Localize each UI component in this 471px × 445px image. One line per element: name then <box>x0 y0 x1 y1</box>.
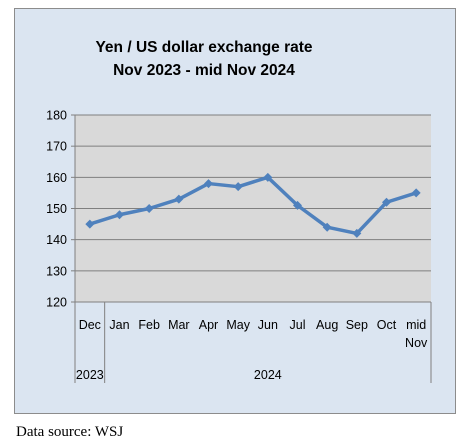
data-point-apr <box>204 179 213 189</box>
data-point-dec <box>85 219 95 229</box>
x-tick-label-may: May <box>226 318 250 332</box>
data-point-jun <box>263 172 273 182</box>
x-tick-label-mid-nov-1: mid <box>406 318 426 332</box>
data-point-jan <box>115 210 124 220</box>
x-tick-label-jul: Jul <box>290 318 306 332</box>
data-point-may <box>233 182 243 192</box>
x-tick-label-dec: Dec <box>79 318 101 332</box>
x-tick-label-mar: Mar <box>168 318 190 332</box>
y-tick-label-160: 160 <box>46 171 67 185</box>
x-tick-label-jun: Jun <box>258 318 278 332</box>
data-point-oct <box>382 197 391 207</box>
y-tick-label-130: 130 <box>46 264 67 278</box>
y-tick-label-170: 170 <box>46 140 67 154</box>
data-point-aug <box>322 222 332 232</box>
y-tick-label-140: 140 <box>46 233 67 247</box>
x-tick-label-feb: Feb <box>138 318 160 332</box>
x-tick-label-apr: Apr <box>199 318 218 332</box>
data-point-jul <box>293 200 302 210</box>
data-point-sep <box>352 228 362 238</box>
plot-area: 120 130 140 150 160 170 180 Dec Jan Feb Mar Apr May J… <box>46 109 432 383</box>
data-point-feb <box>144 204 154 213</box>
year-label-2024: 2024 <box>254 368 282 382</box>
y-tick-label-150: 150 <box>46 202 67 216</box>
x-tick-label-oct: Oct <box>377 318 397 332</box>
series-line <box>89 175 417 236</box>
chart-title-line-1: Yen / US dollar exchange rate <box>95 39 312 56</box>
data-source-note: Data source: WSJ <box>16 424 124 440</box>
data-point-mid-nov <box>411 188 421 198</box>
year-label-2023: 2023 <box>76 368 104 382</box>
x-tick-label-jan: Jan <box>109 318 129 332</box>
data-point-mar <box>174 194 184 204</box>
chart-title-line-2: Nov 2023 - mid Nov 2024 <box>113 62 295 79</box>
y-tick-label-120: 120 <box>46 296 67 310</box>
y-tick-label-180: 180 <box>46 109 67 123</box>
x-tick-label-mid-nov-2: Nov <box>405 336 428 350</box>
x-tick-label-aug: Aug <box>316 318 338 332</box>
x-tick-label-sep: Sep <box>346 318 368 332</box>
chart-title: Yen / US dollar exchange rate Nov 2023 -… <box>95 39 312 79</box>
